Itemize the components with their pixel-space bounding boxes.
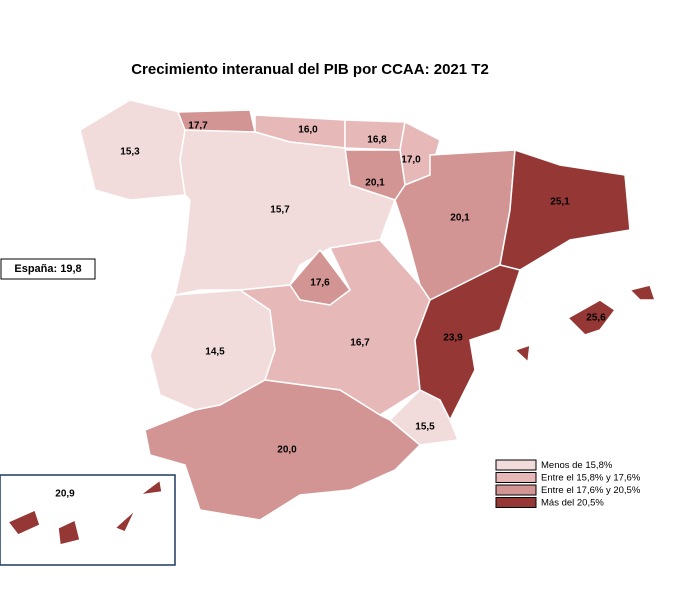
- region-label: 14,5: [205, 347, 225, 358]
- region-label: 20,1: [450, 213, 470, 224]
- region-label: 15,7: [270, 205, 290, 216]
- region: [113, 499, 141, 533]
- legend-label: Entre el 15,8% y 17,6%: [541, 473, 641, 484]
- spain-box: [0, 258, 96, 280]
- region: [57, 518, 81, 546]
- region-label: 25,1: [550, 197, 570, 208]
- legend-swatch: [495, 459, 537, 471]
- region-label: 16,7: [350, 338, 370, 349]
- region: [499, 148, 631, 271]
- region-label: 17,7: [188, 121, 208, 132]
- legend-label: Más del 20,5%: [541, 498, 604, 509]
- region: [414, 264, 521, 422]
- region-label: 15,5: [415, 422, 435, 433]
- map-title: Crecimiento interanual del PIB por CCAA:…: [131, 61, 489, 78]
- region: [628, 284, 657, 301]
- region-label: 20,0: [277, 445, 297, 456]
- region-label: 20,9: [55, 489, 75, 500]
- region-label: 17,0: [401, 155, 421, 166]
- canarias-box: [0, 474, 176, 566]
- region-label: 23,9: [443, 333, 463, 344]
- legend-swatch: [495, 472, 537, 483]
- region: [566, 299, 617, 336]
- region-label: 16,8: [367, 135, 387, 146]
- region: [174, 129, 396, 296]
- legend-swatch: [495, 484, 537, 496]
- region: [137, 478, 163, 497]
- region-label: 16,0: [298, 125, 318, 136]
- region: [6, 508, 41, 536]
- legend-label: Entre el 17,6% y 20,5%: [541, 485, 641, 496]
- region: [513, 343, 531, 364]
- spain-label: España: 19,8: [14, 263, 81, 275]
- region-label: 15,3: [120, 147, 140, 158]
- region-label: 17,6: [310, 278, 330, 289]
- region-label: 20,1: [365, 178, 385, 189]
- region: [144, 379, 422, 521]
- legend-label: Menos de 15,8%: [541, 460, 613, 471]
- region-label: 25,6: [586, 313, 606, 324]
- legend-swatch: [495, 497, 537, 508]
